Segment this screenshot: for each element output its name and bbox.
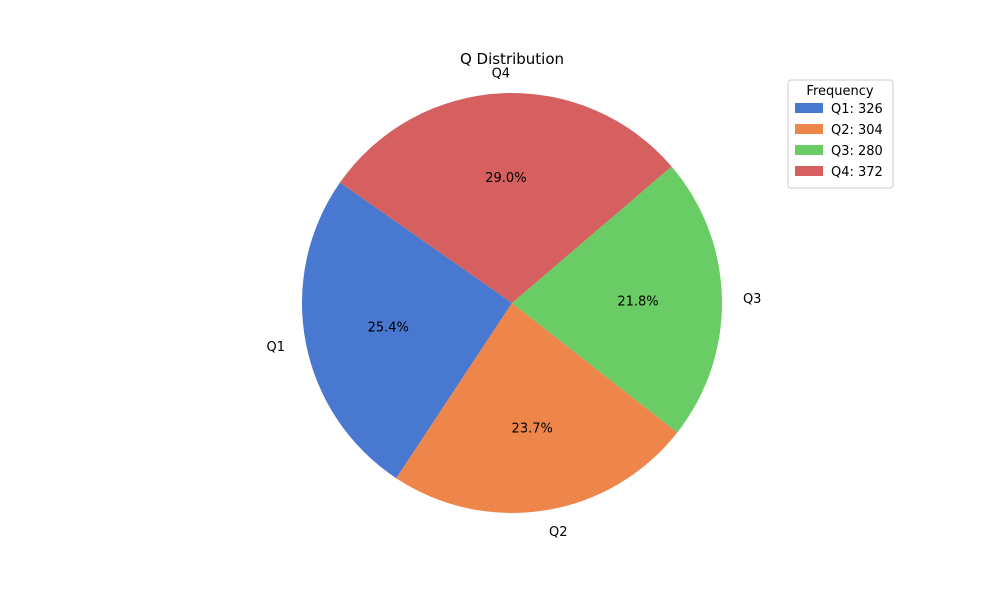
legend-swatch-q2 (795, 124, 823, 134)
slice-label-q1: Q1 (267, 340, 286, 355)
legend-title: Frequency (806, 84, 873, 99)
pie-slice-q3 (512, 166, 722, 433)
legend-swatch-q3 (795, 145, 823, 155)
pie-slice-q2 (396, 303, 678, 513)
percent-label-q3: 21.8% (617, 294, 658, 309)
legend-label-q2: Q2: 304 (831, 123, 883, 138)
legend-swatch-q1 (795, 103, 823, 113)
pie-slice-labels: Q1 Q2 Q3 Q4 (267, 66, 762, 540)
slice-label-q3: Q3 (743, 292, 762, 307)
legend-entries: Q1: 326 Q2: 304 Q3: 280 Q4: 372 (795, 102, 883, 180)
chart-title: Q Distribution (460, 50, 564, 68)
pie-slices (301, 93, 722, 513)
legend-label-q1: Q1: 326 (831, 102, 883, 117)
legend-swatch-q4 (795, 166, 823, 176)
slice-label-q2: Q2 (549, 525, 568, 540)
legend-label-q3: Q3: 280 (831, 144, 883, 159)
percent-label-q2: 23.7% (512, 421, 553, 436)
slice-label-q4: Q4 (492, 66, 511, 81)
percent-label-q1: 25.4% (368, 321, 409, 336)
percent-label-q4: 29.0% (485, 171, 526, 186)
legend: Frequency Q1: 326 Q2: 304 Q3: 280 Q4: 372 (787, 79, 894, 189)
legend-label-q4: Q4: 372 (831, 165, 883, 180)
pie-slice-q4 (339, 93, 672, 304)
pie-slice-q1 (301, 182, 512, 479)
pie-percent-labels: 25.4% 23.7% 21.8% 29.0% (368, 171, 659, 436)
